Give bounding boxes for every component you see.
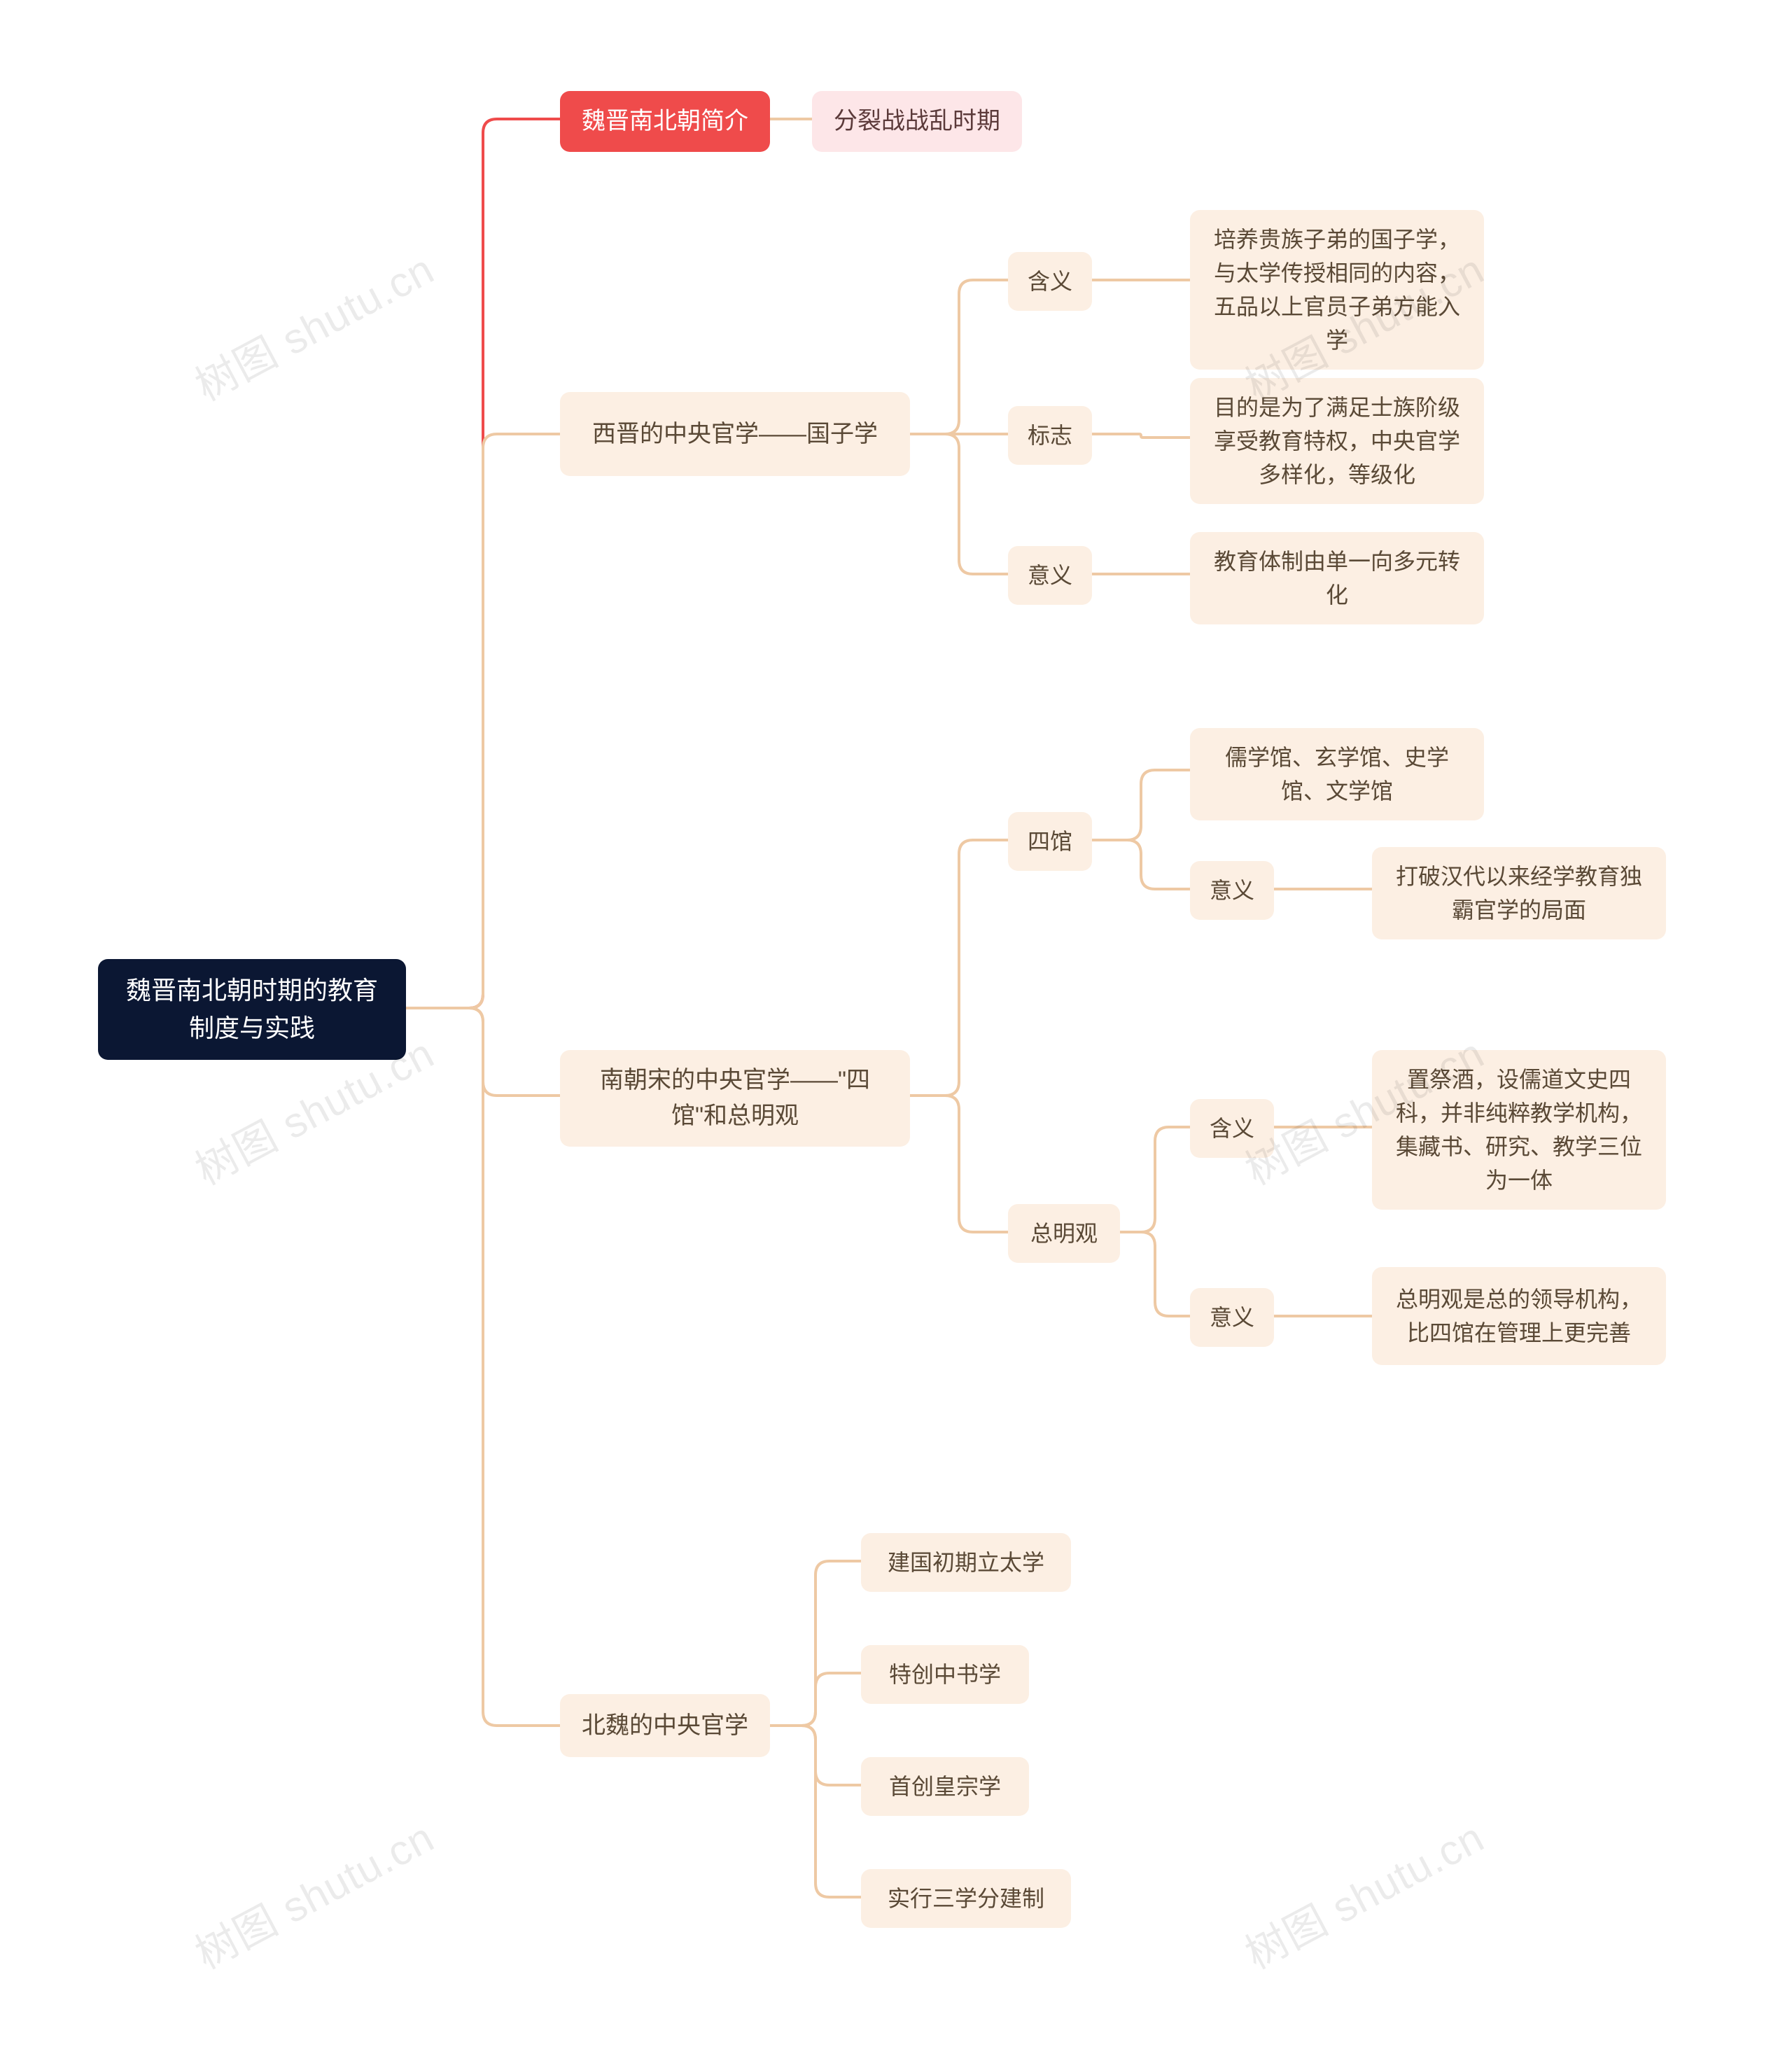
- node-beiwei-1-0-label: 建国初期立太学: [888, 1546, 1044, 1579]
- node-nanchao-3-0-label: 总明观是总的领导机构，比四馆在管理上更完善: [1390, 1282, 1648, 1350]
- node-xijin-2-0-label: 教育体制由单一向多元转化: [1208, 545, 1466, 612]
- root-node-label: 魏晋南北朝时期的教育制度与实践: [116, 972, 388, 1047]
- connector: [406, 1008, 560, 1096]
- watermark: 树图 shutu.cn: [1233, 1804, 1493, 1981]
- node-xijin-2-0[interactable]: 目的是为了满足士族阶级享受教育特权，中央官学多样化，等级化: [1190, 378, 1484, 504]
- node-xijin-2-0-label: 培养贵族子弟的国子学，与太学传授相同的内容，五品以上官员子弟方能入学: [1208, 223, 1466, 357]
- node-xijin-1-1-label: 标志: [1028, 419, 1072, 452]
- branch-intro-label: 魏晋南北朝简介: [582, 104, 748, 139]
- connector: [1092, 434, 1190, 438]
- watermark: 树图 shutu.cn: [183, 236, 443, 413]
- branch-beiwei-label: 北魏的中央官学: [582, 1708, 748, 1744]
- connector: [406, 434, 560, 1008]
- node-xijin-2-0[interactable]: 教育体制由单一向多元转化: [1190, 532, 1484, 624]
- node-beiwei-1-0[interactable]: 建国初期立太学: [861, 1533, 1071, 1592]
- node-nanchao-2-1[interactable]: 意义: [1190, 1288, 1274, 1347]
- node-nanchao-2-1-label: 意义: [1210, 874, 1254, 907]
- connector: [406, 1008, 560, 1726]
- node-nanchao-1-0[interactable]: 四馆: [1008, 812, 1092, 871]
- node-beiwei-1-2-label: 首创皇宗学: [889, 1770, 1001, 1803]
- connector: [1092, 770, 1190, 840]
- node-beiwei-1-3[interactable]: 实行三学分建制: [861, 1869, 1071, 1928]
- root-node[interactable]: 魏晋南北朝时期的教育制度与实践: [98, 959, 406, 1060]
- node-nanchao-3-0-label: 打破汉代以来经学教育独霸官学的局面: [1390, 860, 1648, 927]
- node-xijin-2-0[interactable]: 培养贵族子弟的国子学，与太学传授相同的内容，五品以上官员子弟方能入学: [1190, 210, 1484, 370]
- branch-nanchao-label: 南朝宋的中央官学——"四馆"和总明观: [578, 1063, 892, 1134]
- node-beiwei-1-1-label: 特创中书学: [889, 1658, 1001, 1691]
- connector: [770, 1726, 861, 1785]
- node-xijin-1-2-label: 意义: [1028, 559, 1072, 592]
- node-nanchao-3-0[interactable]: 打破汉代以来经学教育独霸官学的局面: [1372, 847, 1666, 939]
- node-nanchao-2-0-label: 含义: [1210, 1112, 1254, 1145]
- watermark: 树图 shutu.cn: [183, 1804, 443, 1981]
- connector: [770, 1561, 861, 1726]
- connector: [1120, 1127, 1190, 1232]
- node-nanchao-2-0-label: 儒学馆、玄学馆、史学馆、文学馆: [1208, 741, 1466, 808]
- branch-xijin[interactable]: 西晋的中央官学——国子学: [560, 392, 910, 476]
- node-xijin-1-0[interactable]: 含义: [1008, 252, 1092, 311]
- node-nanchao-2-1-label: 意义: [1210, 1301, 1254, 1334]
- node-beiwei-1-1[interactable]: 特创中书学: [861, 1645, 1029, 1704]
- node-beiwei-1-2[interactable]: 首创皇宗学: [861, 1757, 1029, 1816]
- branch-beiwei[interactable]: 北魏的中央官学: [560, 1694, 770, 1757]
- connector: [910, 840, 1008, 1096]
- node-xijin-2-0-label: 目的是为了满足士族阶级享受教育特权，中央官学多样化，等级化: [1208, 391, 1466, 491]
- node-xijin-1-0-label: 含义: [1028, 265, 1072, 298]
- node-nanchao-3-0[interactable]: 总明观是总的领导机构，比四馆在管理上更完善: [1372, 1267, 1666, 1365]
- branch-nanchao[interactable]: 南朝宋的中央官学——"四馆"和总明观: [560, 1050, 910, 1147]
- node-nanchao-3-0-label: 置祭酒，设儒道文史四科，并非纯粹教学机构，集藏书、研究、教学三位为一体: [1390, 1063, 1648, 1197]
- branch-intro[interactable]: 魏晋南北朝简介: [560, 91, 770, 152]
- node-nanchao-1-1-label: 总明观: [1030, 1217, 1098, 1250]
- connector: [1120, 1232, 1190, 1316]
- connector: [406, 119, 560, 1008]
- node-intro-1-0[interactable]: 分裂战战乱时期: [812, 91, 1022, 152]
- node-xijin-1-2[interactable]: 意义: [1008, 546, 1092, 605]
- node-xijin-1-1[interactable]: 标志: [1008, 406, 1092, 465]
- connector: [770, 1673, 861, 1726]
- branch-xijin-label: 西晋的中央官学——国子学: [592, 417, 878, 452]
- node-nanchao-1-1[interactable]: 总明观: [1008, 1204, 1120, 1263]
- node-nanchao-2-0[interactable]: 含义: [1190, 1099, 1274, 1158]
- node-nanchao-3-0[interactable]: 置祭酒，设儒道文史四科，并非纯粹教学机构，集藏书、研究、教学三位为一体: [1372, 1050, 1666, 1210]
- connector: [1092, 840, 1190, 889]
- connector: [770, 1726, 861, 1897]
- node-nanchao-2-0[interactable]: 儒学馆、玄学馆、史学馆、文学馆: [1190, 728, 1484, 820]
- node-nanchao-1-0-label: 四馆: [1028, 825, 1072, 858]
- connector: [910, 280, 1008, 434]
- node-beiwei-1-3-label: 实行三学分建制: [888, 1882, 1044, 1915]
- node-nanchao-2-1[interactable]: 意义: [1190, 861, 1274, 920]
- connector: [910, 434, 1008, 574]
- node-intro-1-0-label: 分裂战战乱时期: [834, 104, 1000, 139]
- connector: [910, 1096, 1008, 1232]
